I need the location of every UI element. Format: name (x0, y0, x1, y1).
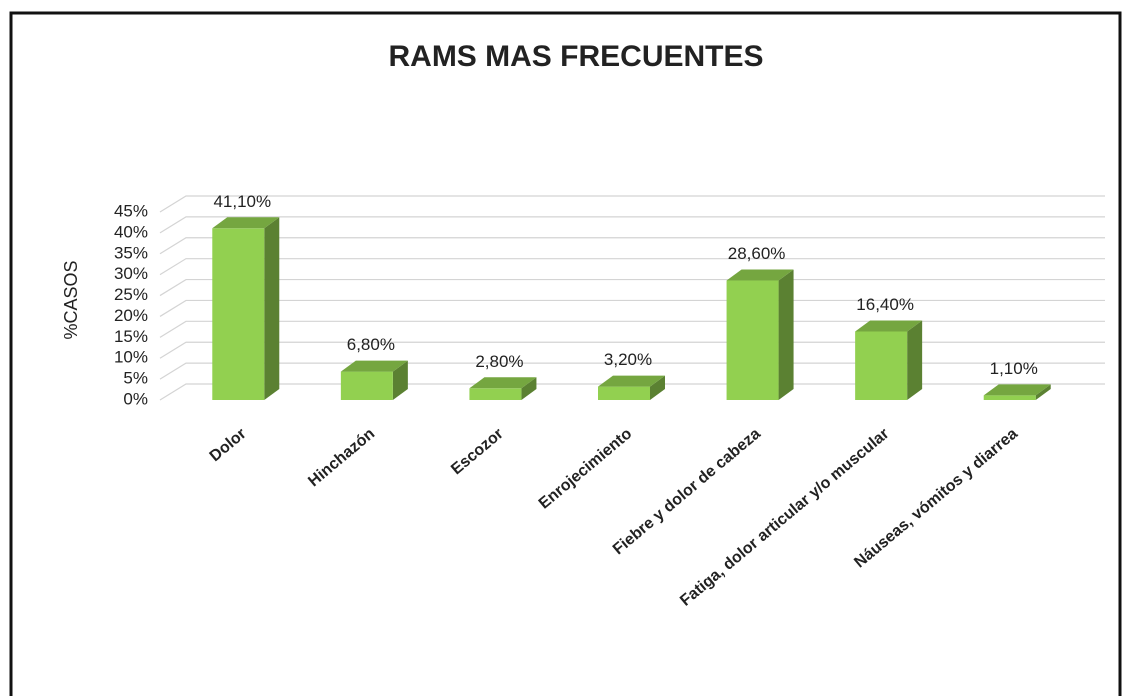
y-tick-label: 10% (114, 348, 148, 367)
bar (598, 386, 650, 400)
y-tick-label: 35% (114, 243, 148, 262)
data-label: 6,80% (347, 335, 395, 354)
y-tick-label: 45% (114, 201, 148, 220)
y-axis-label: %CASOS (61, 260, 81, 339)
grid-line (159, 237, 1105, 255)
bar-side (392, 360, 408, 400)
bar-top (598, 375, 665, 387)
bar-top (340, 360, 408, 372)
y-tick-label: 0% (123, 389, 148, 408)
bar-top (983, 384, 1051, 396)
bar-top (469, 377, 537, 389)
y-tick-label: 20% (114, 306, 148, 325)
y-tick-label: 5% (123, 369, 148, 388)
grid-line (159, 299, 1105, 317)
grid-line (159, 341, 1105, 359)
y-tick-label: 15% (114, 327, 148, 346)
grid-line (159, 278, 1105, 297)
bar (983, 395, 1036, 400)
y-tick-label: 40% (114, 222, 148, 241)
bar (340, 371, 393, 400)
bar-side (650, 375, 665, 400)
y-tick-label: 30% (114, 264, 148, 283)
grid-line (159, 216, 1105, 234)
grid-line (159, 195, 1105, 213)
grid-line (159, 258, 1105, 276)
data-label: 41,10% (213, 192, 271, 211)
grid-line (159, 320, 1105, 338)
bar-side (778, 269, 794, 400)
y-tick-label: 25% (114, 285, 148, 304)
bar (726, 280, 779, 400)
bar-top (726, 269, 794, 281)
data-label: 28,60% (728, 244, 786, 263)
grid-line (159, 383, 1105, 401)
bar (212, 228, 265, 400)
data-label: 2,80% (475, 352, 523, 371)
bar-top (212, 217, 280, 229)
grid-line (159, 362, 1105, 380)
bar-side (264, 217, 280, 400)
bar (855, 331, 908, 400)
bar-top (855, 320, 923, 332)
frame (9, 11, 1122, 696)
data-label: 16,40% (856, 295, 914, 314)
bar-side (907, 320, 923, 400)
data-label: 1,10% (990, 359, 1038, 378)
data-label: 3,20% (604, 350, 652, 369)
bar (469, 388, 522, 400)
bar-side (521, 377, 537, 400)
chart-title: RAMS MAS FRECUENTES (388, 40, 763, 73)
bar-side (1035, 384, 1051, 400)
